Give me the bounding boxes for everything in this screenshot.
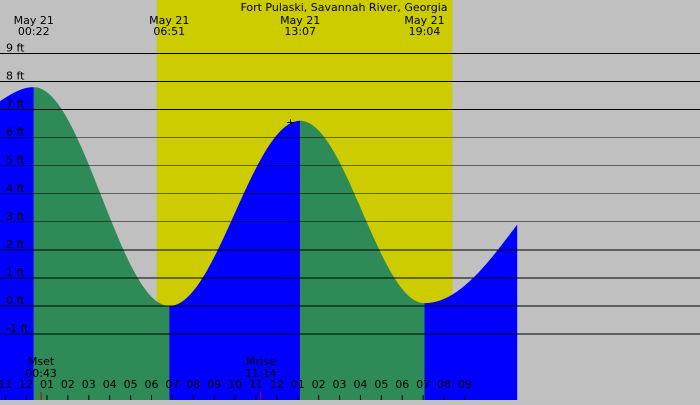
- tide-event-date: May 21: [14, 14, 54, 27]
- y-tick-label: 8 ft: [6, 70, 25, 83]
- x-tick: 11: [0, 378, 12, 400]
- high-tide-marker: +: [286, 116, 295, 129]
- x-tick-label: 01: [40, 378, 54, 391]
- x-tick-label: 02: [312, 378, 326, 391]
- x-tick: 05: [374, 378, 388, 400]
- x-tick: 09: [458, 378, 472, 400]
- y-tick-labels: 9 ft 8 ft 7 ft 6 ft 5 ft 4 ft 3 ft 2 ft 1 ft 0 ft…: [6, 42, 29, 336]
- x-tick-label: 12: [19, 378, 33, 391]
- tide-event-time: 13:07: [284, 25, 316, 38]
- x-tick: 10: [228, 378, 242, 400]
- x-tick: 11: [249, 378, 263, 400]
- x-tick: 06: [144, 378, 158, 400]
- x-tick-label: 02: [61, 378, 75, 391]
- moon-event-time: 11:14: [245, 367, 277, 380]
- x-tick-label: 06: [395, 378, 409, 391]
- chart-title: Fort Pulaski, Savannah River, Georgia: [240, 1, 447, 14]
- x-tick-label: 12: [270, 378, 284, 391]
- y-tick-label: 2 ft: [6, 238, 25, 251]
- x-tick: 01: [40, 378, 54, 400]
- x-tick-label: 10: [228, 378, 242, 391]
- x-tick: 03: [333, 378, 347, 400]
- x-tick-label: 08: [186, 378, 200, 391]
- x-tick: 03: [82, 378, 96, 400]
- y-tick-label: 7 ft: [6, 98, 25, 111]
- x-tick: 02: [312, 378, 326, 400]
- x-tick-label: 04: [353, 378, 367, 391]
- tide-event-time: 19:04: [409, 25, 441, 38]
- tide-event-time: 06:51: [153, 25, 185, 38]
- y-tick-label: -1 ft: [6, 322, 29, 335]
- falling-tide-area: [300, 120, 425, 401]
- x-tick-label: 09: [207, 378, 221, 391]
- y-tick-label: 5 ft: [6, 154, 25, 167]
- moon-event-label: Mset: [28, 355, 55, 368]
- x-tick: 05: [124, 378, 138, 400]
- y-tick-label: 6 ft: [6, 126, 25, 139]
- tide-event-time: 00:22: [18, 25, 50, 38]
- moon-event-label: Mrise: [246, 355, 276, 368]
- x-tick: 08: [186, 378, 200, 400]
- x-tick-label: 06: [144, 378, 158, 391]
- y-tick-label: 3 ft: [6, 210, 25, 223]
- x-tick: 12: [19, 378, 33, 400]
- x-tick-label: 04: [103, 378, 117, 391]
- x-tick: 06: [395, 378, 409, 400]
- x-tick: 04: [353, 378, 367, 400]
- rising-tide-area: [424, 224, 518, 400]
- x-tick-label: 05: [374, 378, 388, 391]
- tide-event-date: May 21: [149, 14, 189, 27]
- tide-event-date: May 21: [404, 14, 444, 27]
- x-tick: 12: [270, 378, 284, 400]
- y-tick-label: 9 ft: [6, 42, 25, 55]
- x-tick-label: 05: [124, 378, 138, 391]
- x-tick: 07: [416, 378, 430, 400]
- x-tick: 07: [165, 378, 179, 400]
- x-tick: 04: [103, 378, 117, 400]
- moon-event-time: 00:43: [25, 367, 57, 380]
- x-tick-label: 11: [249, 378, 263, 391]
- x-tick: 01: [291, 378, 305, 400]
- x-tick-label: 11: [0, 378, 12, 391]
- x-tick-label: 07: [165, 378, 179, 391]
- x-tick-label: 01: [291, 378, 305, 391]
- x-tick-label: 09: [458, 378, 472, 391]
- x-tick-label: 03: [82, 378, 96, 391]
- y-tick-label: 0 ft: [6, 294, 25, 307]
- gridlines: [0, 53, 700, 335]
- y-tick-label: 4 ft: [6, 182, 25, 195]
- x-tick: 09: [207, 378, 221, 400]
- rising-tide-area: [169, 120, 301, 401]
- x-tick-label: 07: [416, 378, 430, 391]
- x-tick-label: 08: [437, 378, 451, 391]
- tide-area-layer: [0, 87, 518, 401]
- x-tick: 02: [61, 378, 75, 400]
- tide-event-date: May 21: [280, 14, 320, 27]
- y-tick-label: 1 ft: [6, 266, 25, 279]
- x-tick-labels: 11 12 01 02 03 04 05 06 07 08 09 10 11 12 01 02 03 04 05 06…: [0, 378, 472, 400]
- x-tick: 08: [437, 378, 451, 400]
- x-tick-label: 03: [333, 378, 347, 391]
